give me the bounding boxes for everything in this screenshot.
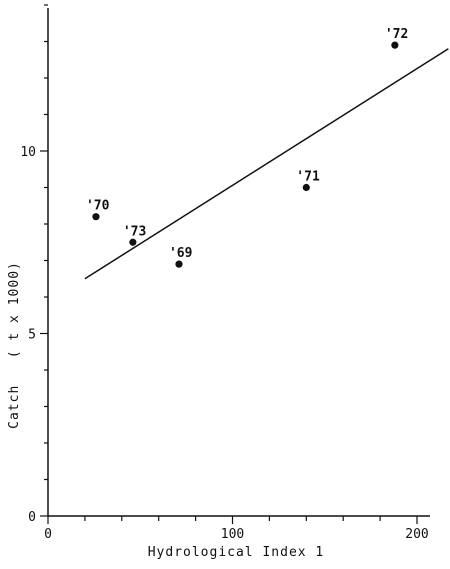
data-point — [175, 260, 183, 268]
y-tick-label: 0 — [28, 510, 36, 525]
data-point-label: '70 — [86, 199, 110, 214]
y-tick-label: 5 — [28, 328, 36, 343]
data-point — [391, 41, 399, 49]
y-axis-title: Catch ( t x 1000) — [7, 261, 22, 429]
ticks — [40, 4, 418, 524]
data-point — [302, 183, 310, 192]
x-tick-label: 100 — [221, 527, 244, 542]
axes — [47, 8, 430, 517]
regression-line — [84, 48, 449, 280]
data-point-label: '73 — [123, 224, 146, 239]
x-axis-title: Hydrological Index 1 — [148, 545, 325, 560]
x-tick-label: 200 — [405, 527, 428, 542]
data-point-label: '72 — [385, 27, 408, 42]
data-points: '69 '70 '71 '72 '73 — [86, 27, 408, 268]
y-tick-label: 10 — [20, 145, 36, 160]
data-point-label: '69 — [169, 246, 192, 261]
data-point — [129, 238, 137, 246]
data-point — [92, 213, 100, 221]
x-tick-label: 0 — [44, 527, 52, 542]
data-point-label: '71 — [296, 170, 320, 185]
